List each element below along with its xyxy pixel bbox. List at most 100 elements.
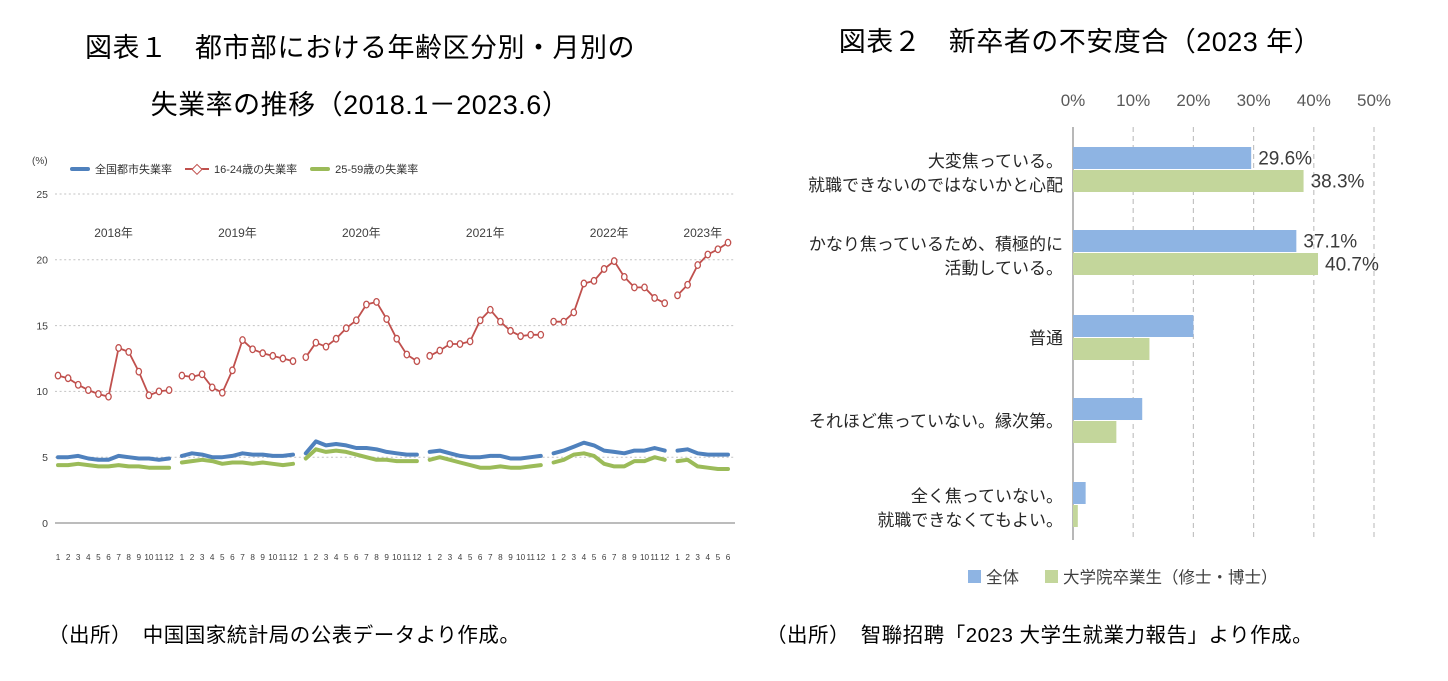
svg-text:4: 4 [458, 553, 463, 562]
svg-text:10: 10 [392, 553, 402, 562]
svg-text:6: 6 [354, 553, 359, 562]
svg-text:2: 2 [561, 553, 566, 562]
svg-text:3: 3 [695, 553, 700, 562]
svg-text:9: 9 [260, 553, 265, 562]
svg-text:5: 5 [468, 553, 473, 562]
national-line-swatch-icon [70, 166, 90, 172]
svg-text:10: 10 [36, 386, 48, 398]
category-labels: 大変焦っている。就職できないのではないかと心配かなり焦っているため、積極的に活動… [808, 152, 1063, 530]
svg-text:2: 2 [685, 553, 690, 562]
svg-text:9: 9 [137, 553, 142, 562]
value-labels: 29.6%38.3% 37.1%40.7% [1258, 149, 1379, 276]
svg-text:就職できなくてもよい。: 就職できなくてもよい。 [877, 511, 1063, 530]
graduate-bar-swatch-icon [1045, 569, 1058, 583]
svg-text:10: 10 [516, 553, 526, 562]
svg-text:2019年: 2019年 [218, 226, 257, 240]
svg-text:8: 8 [622, 553, 627, 562]
figure1-title-line1: 図表１ 都市部における年齢区分別・月別の [85, 33, 635, 63]
legend-item-national: 全国都市失業率 [70, 161, 172, 177]
svg-text:50%: 50% [1357, 91, 1391, 110]
vertical-gridlines [1132, 127, 1375, 540]
bars [1073, 147, 1319, 527]
svg-text:8: 8 [374, 553, 379, 562]
svg-text:15: 15 [36, 320, 48, 332]
bar-大学院卒業生（修士・博士）-5 [1073, 505, 1078, 527]
svg-text:4: 4 [582, 553, 587, 562]
series-全国都市失業率 [56, 439, 730, 462]
svg-text:25: 25 [36, 189, 48, 201]
legend-label-national: 全国都市失業率 [95, 164, 172, 176]
legend-label-graduate: 大学院卒業生（修士・博士） [1063, 569, 1278, 587]
svg-text:全く焦っていない。: 全く焦っていない。 [911, 487, 1063, 506]
svg-text:3: 3 [572, 553, 577, 562]
svg-text:2: 2 [190, 553, 195, 562]
bar-全体-4 [1073, 398, 1143, 420]
x-axis-tick-labels: 0% 10% 20% 30% 40% 50% [1061, 91, 1391, 110]
svg-text:12: 12 [288, 553, 298, 562]
anxiety-bar-chart: 0% 10% 20% 30% 40% 50% 29.6%38.3% 37.1%40.7% 大変焦… [808, 91, 1391, 540]
svg-text:7: 7 [240, 553, 245, 562]
series-25-59歳の失業率 [56, 447, 730, 471]
svg-text:5: 5 [42, 452, 48, 464]
svg-text:0: 0 [42, 518, 48, 530]
svg-text:12: 12 [412, 553, 422, 562]
bar-大学院卒業生（修士・博士）-3 [1073, 338, 1150, 360]
svg-text:3: 3 [200, 553, 205, 562]
svg-text:12: 12 [660, 553, 670, 562]
svg-text:10: 10 [640, 553, 650, 562]
svg-text:20%: 20% [1176, 91, 1210, 110]
svg-text:6: 6 [726, 553, 731, 562]
svg-text:5: 5 [344, 553, 349, 562]
horizontal-gridlines [55, 193, 735, 458]
legend-item-graduate: 大学院卒業生（修士・博士） [1045, 564, 1278, 588]
svg-text:12: 12 [536, 553, 546, 562]
bar-全体-2 [1073, 230, 1297, 252]
svg-text:11: 11 [403, 553, 412, 562]
year-labels: 2018年 2019年 2020年 2021年 2022年 2023年 [94, 226, 722, 240]
bar-大学院卒業生（修士・博士）-4 [1073, 421, 1117, 443]
svg-text:4: 4 [86, 553, 91, 562]
svg-text:7: 7 [612, 553, 617, 562]
svg-text:2018年: 2018年 [94, 226, 133, 240]
svg-text:40%: 40% [1297, 91, 1331, 110]
legend-item-youth: 16-24歳の失業率 [185, 161, 297, 177]
svg-text:3: 3 [324, 553, 329, 562]
y-axis-unit-label: (%) [32, 156, 48, 167]
svg-text:7: 7 [364, 553, 369, 562]
svg-text:30%: 30% [1237, 91, 1271, 110]
figure1-legend: 全国都市失業率 16-24歳の失業率 25-59歳の失業率 [70, 161, 418, 177]
svg-text:3: 3 [448, 553, 453, 562]
svg-text:9: 9 [384, 553, 389, 562]
figure1-source: （出所） 中国国家統計局の公表データより作成。 [48, 624, 521, 647]
legend-label-overall: 全体 [986, 569, 1019, 587]
svg-text:4: 4 [210, 553, 215, 562]
svg-text:4: 4 [334, 553, 339, 562]
svg-text:37.1%: 37.1% [1303, 232, 1357, 253]
svg-text:12: 12 [165, 553, 175, 562]
svg-text:5: 5 [220, 553, 225, 562]
svg-text:2: 2 [438, 553, 443, 562]
bar-大学院卒業生（修士・博士）-1 [1073, 170, 1304, 192]
svg-text:10%: 10% [1116, 91, 1150, 110]
svg-text:5: 5 [592, 553, 597, 562]
legend-item-overall: 全体 [968, 564, 1019, 588]
svg-text:大変焦っている。: 大変焦っている。 [928, 152, 1063, 171]
svg-text:1: 1 [427, 553, 432, 562]
bar-全体-5 [1073, 482, 1086, 504]
svg-text:9: 9 [632, 553, 637, 562]
svg-text:8: 8 [498, 553, 503, 562]
svg-text:6: 6 [602, 553, 607, 562]
svg-text:20: 20 [36, 255, 48, 267]
svg-text:1: 1 [56, 553, 61, 562]
svg-text:2: 2 [314, 553, 319, 562]
svg-text:それほど焦っていない。縁次第。: それほど焦っていない。縁次第。 [809, 412, 1063, 431]
legend-label-prime-age: 25-59歳の失業率 [335, 164, 419, 176]
month-tick-labels: 1 2 3 4 5 6 7 8 9 10 11 12 1 2 3 4 5 6 7 8 9 10 11 12 1 2 3 4 5 6 7 8 9 1… [56, 553, 731, 562]
svg-text:3: 3 [76, 553, 81, 562]
svg-text:7: 7 [488, 553, 493, 562]
overall-bar-swatch-icon [968, 569, 981, 583]
svg-text:1: 1 [675, 553, 680, 562]
legend-label-youth: 16-24歳の失業率 [214, 164, 298, 176]
